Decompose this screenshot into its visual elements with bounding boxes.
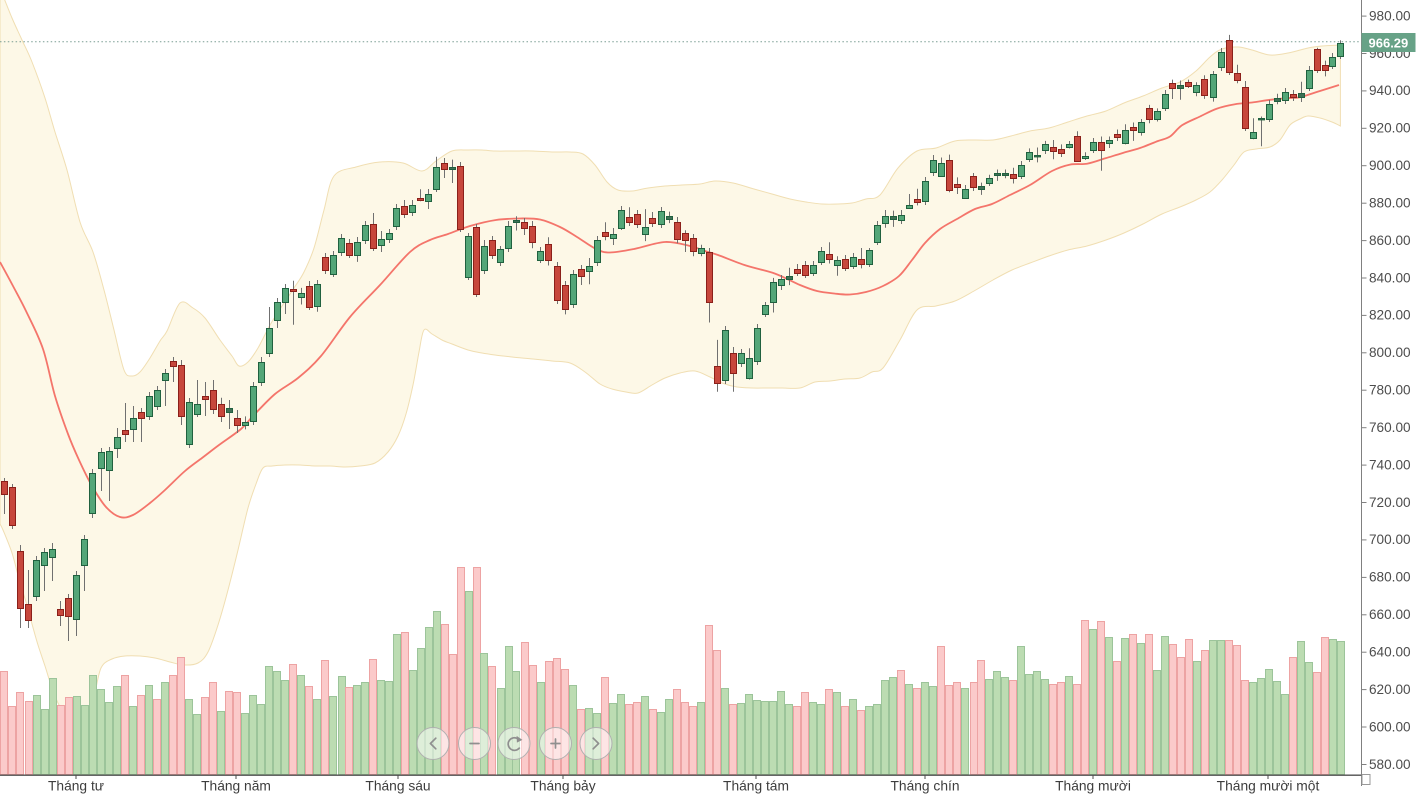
svg-text:940.00: 940.00: [1369, 83, 1411, 98]
svg-text:980.00: 980.00: [1369, 8, 1411, 23]
svg-text:720.00: 720.00: [1369, 495, 1411, 510]
svg-text:Tháng năm: Tháng năm: [201, 778, 271, 793]
svg-text:920.00: 920.00: [1369, 121, 1411, 136]
svg-text:Tháng bảy: Tháng bảy: [530, 778, 595, 793]
svg-text:640.00: 640.00: [1369, 645, 1411, 660]
svg-text:780.00: 780.00: [1369, 383, 1411, 398]
svg-text:580.00: 580.00: [1369, 757, 1411, 772]
svg-text:966.29: 966.29: [1369, 36, 1409, 51]
svg-text:Tháng tư: Tháng tư: [48, 778, 104, 793]
svg-text:Tháng sáu: Tháng sáu: [365, 778, 430, 793]
svg-text:900.00: 900.00: [1369, 158, 1411, 173]
svg-text:860.00: 860.00: [1369, 233, 1411, 248]
svg-text:680.00: 680.00: [1369, 570, 1411, 585]
svg-text:Tháng chín: Tháng chín: [890, 778, 959, 793]
svg-text:620.00: 620.00: [1369, 682, 1411, 697]
svg-text:820.00: 820.00: [1369, 308, 1411, 323]
svg-text:Tháng mười: Tháng mười: [1055, 778, 1131, 793]
svg-text:600.00: 600.00: [1369, 719, 1411, 734]
svg-text:740.00: 740.00: [1369, 457, 1411, 472]
svg-text:760.00: 760.00: [1369, 420, 1411, 435]
svg-text:Tháng mười một: Tháng mười một: [1217, 778, 1320, 793]
svg-text:700.00: 700.00: [1369, 532, 1411, 547]
svg-text:840.00: 840.00: [1369, 270, 1411, 285]
svg-text:Tháng tám: Tháng tám: [723, 778, 789, 793]
svg-text:800.00: 800.00: [1369, 345, 1411, 360]
svg-text:660.00: 660.00: [1369, 607, 1411, 622]
svg-text:880.00: 880.00: [1369, 196, 1411, 211]
